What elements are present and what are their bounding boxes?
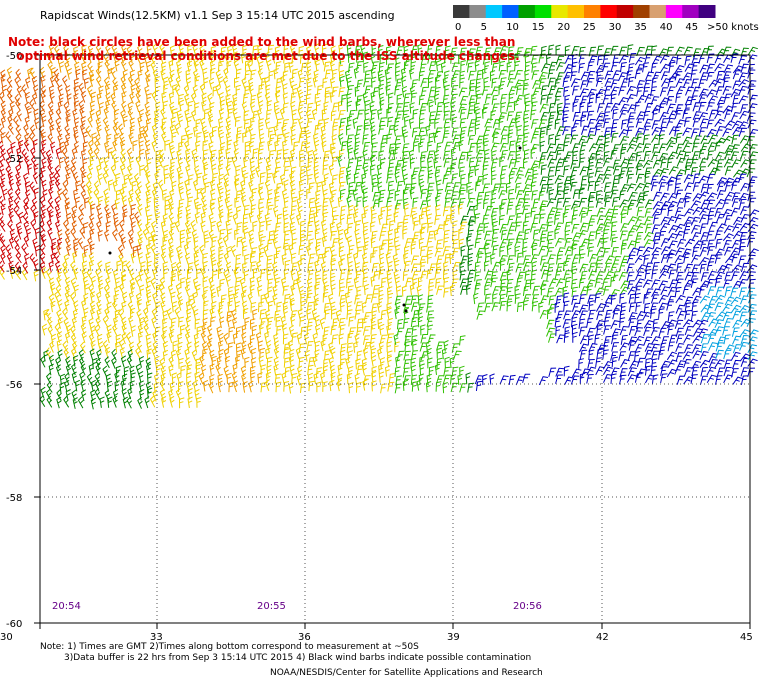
longitude-label: 45: [740, 632, 753, 643]
longitude-label: 33: [150, 632, 163, 643]
wind-barbs: [0, 42, 760, 410]
legend-swatch: [469, 5, 487, 18]
legend-swatch: [600, 5, 618, 18]
legend-swatch: [616, 5, 634, 18]
legend-swatch: [665, 5, 683, 18]
wind-barb-group: [0, 68, 142, 257]
latitude-labels: -50 -52 -54 -56 -58 -60: [6, 51, 40, 630]
legend-label: 10: [506, 22, 519, 33]
map-grid: [40, 55, 750, 623]
legend-swatch: [567, 5, 585, 18]
legend-swatch: [682, 5, 700, 18]
legend-label: 35: [634, 22, 647, 33]
latitude-label: -60: [6, 619, 22, 630]
legend-label: >50 knots: [707, 22, 759, 33]
wind-barb-group: [0, 43, 468, 409]
legend-swatch: [551, 5, 569, 18]
contamination-mark: [518, 146, 522, 150]
legend-label: 0: [455, 22, 461, 33]
legend-swatch: [584, 5, 601, 18]
map-frame: [39, 54, 751, 624]
legend-label: 5: [481, 22, 487, 33]
latitude-label: -56: [6, 380, 22, 391]
latitude-label: -58: [6, 493, 22, 504]
contamination-mark: [404, 309, 408, 313]
map-title: Rapidscat Winds(12.5KM) v1.1 Sep 3 15:14…: [40, 9, 395, 22]
footer-credit: NOAA/NESDIS/Center for Satellite Applica…: [270, 668, 543, 678]
wind-barb-group: [699, 286, 759, 360]
longitude-label: 30: [0, 632, 13, 643]
time-labels: 20:54 20:55 20:56: [52, 601, 542, 612]
legend-swatch: [633, 5, 650, 18]
latitude-label: -54: [6, 266, 22, 277]
legend-swatch: [698, 5, 716, 18]
longitude-label: 36: [298, 632, 311, 643]
wind-barb-group: [337, 43, 654, 394]
footer-note-1: Note: 1) Times are GMT 2)Times along bot…: [40, 642, 419, 652]
contamination-note: Note: black circles have been added to t…: [8, 35, 520, 63]
time-label: 20:56: [513, 601, 542, 612]
wind-speed-legend: 0 5 10 15 20 25 30 35 40 45 >50 knots: [453, 5, 759, 33]
legend-color-bar: [453, 5, 716, 18]
legend-label: 40: [660, 22, 673, 33]
legend-swatch: [534, 5, 552, 18]
footer-note-2: 3)Data buffer is 22 hrs from Sep 3 15:14…: [64, 653, 532, 663]
time-label: 20:55: [257, 601, 286, 612]
longitude-label: 42: [596, 632, 609, 643]
latitude-label: -50: [6, 51, 22, 62]
contamination-mark: [402, 303, 406, 307]
legend-labels: 0 5 10 15 20 25 30 35 40 45 >50 knots: [455, 22, 759, 33]
legend-label: 25: [583, 22, 596, 33]
legend-swatch: [453, 5, 470, 18]
legend-label: 20: [557, 22, 570, 33]
legend-label: 15: [532, 22, 545, 33]
legend-swatch: [485, 5, 503, 18]
longitude-labels: 30 33 36 39 42 45: [0, 623, 753, 643]
legend-swatch: [518, 5, 536, 18]
contamination-mark: [108, 251, 112, 255]
legend-swatch: [649, 5, 667, 18]
time-label: 20:54: [52, 601, 81, 612]
legend-swatch: [502, 5, 519, 18]
legend-label: 30: [609, 22, 622, 33]
longitude-label: 39: [447, 632, 460, 643]
latitude-label: -52: [6, 154, 22, 165]
legend-label: 45: [685, 22, 698, 33]
